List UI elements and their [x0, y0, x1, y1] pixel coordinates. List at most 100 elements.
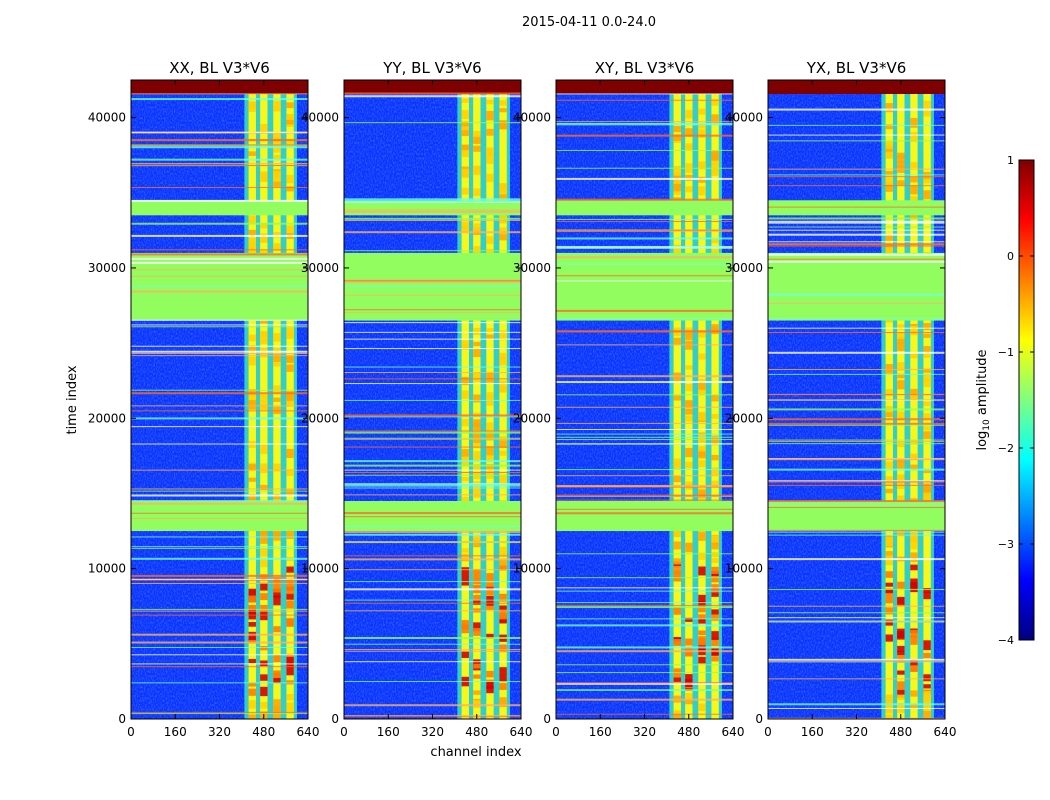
rfi-blob [273, 147, 281, 153]
interference-line [344, 681, 521, 683]
rfi-blob [461, 126, 469, 137]
rfi-blob [698, 164, 706, 170]
rfi-blob [685, 693, 693, 699]
y-tick-label: 20000 [88, 411, 126, 425]
interference-line [344, 231, 521, 234]
colorbar-tick-label: 0 [1007, 250, 1014, 263]
rfi-blob [499, 231, 507, 241]
colorbar-tick-label: −1 [998, 346, 1014, 359]
rfi-blob [910, 635, 918, 645]
rfi-blob [910, 582, 918, 593]
rfi-blob [711, 566, 719, 574]
rfi-blob [673, 135, 681, 141]
interference-line [344, 331, 521, 333]
rfi-blob [260, 701, 268, 709]
interference-line [556, 508, 733, 510]
rfi-blob [286, 174, 294, 184]
rfi-blob [486, 147, 494, 155]
rfi-blob [910, 439, 918, 445]
y-tick-label: 40000 [513, 111, 551, 125]
rfi-blob [499, 100, 507, 106]
rfi-blob [461, 121, 469, 127]
x-tick-label: 480 [465, 725, 488, 739]
interference-line [768, 484, 945, 486]
interference-line [131, 319, 308, 321]
interference-line [768, 221, 945, 224]
interference-line [131, 234, 308, 237]
interference-line [344, 526, 521, 528]
interference-line [768, 229, 945, 231]
interference-line [556, 280, 733, 282]
interference-line [131, 578, 308, 580]
x-tick-label: 480 [677, 725, 700, 739]
rfi-blob [273, 100, 281, 111]
rfi-blob [885, 555, 893, 566]
rfi-blob [486, 573, 494, 582]
x-tick-label: 640 [297, 725, 320, 739]
rfi-blob [461, 567, 469, 577]
rfi-blob [698, 460, 706, 468]
rfi-blob [486, 469, 494, 479]
rfi-blob [273, 711, 281, 719]
interference-line [556, 682, 733, 684]
rfi-blob [910, 659, 918, 667]
panel-title: YY, BL V3*V6 [382, 59, 481, 77]
rfi-blob [711, 455, 719, 461]
rfi-blob [473, 348, 481, 358]
rfi-blob [473, 431, 481, 439]
interference-line [768, 480, 945, 483]
rfi-blob [711, 540, 719, 550]
rfi-blob [923, 695, 931, 704]
x-tick-label: 320 [208, 725, 231, 739]
interference-line [344, 250, 521, 252]
rfi-blob [499, 124, 507, 130]
rfi-blob [897, 180, 905, 186]
interference-line [556, 604, 733, 606]
x-tick-label: 160 [589, 725, 612, 739]
rfi-channel-column [273, 94, 281, 719]
rfi-blob [698, 387, 706, 396]
rfi-channel-column [711, 94, 719, 719]
rfi-blob [711, 614, 719, 621]
interference-line [131, 163, 308, 165]
rfi-blob [260, 646, 268, 651]
rfi-blob [260, 611, 268, 621]
interference-line [768, 351, 945, 354]
rfi-blob [499, 672, 507, 682]
rfi-blob [698, 416, 706, 421]
rfi-blob [897, 645, 905, 652]
x-tick-label: 480 [252, 725, 275, 739]
interference-line [131, 500, 308, 502]
rfi-blob [273, 154, 281, 160]
interference-line [556, 512, 733, 515]
interference-line [768, 176, 945, 178]
interference-line [344, 602, 521, 604]
y-tick-label: 10000 [513, 562, 551, 576]
interference-line [131, 502, 308, 505]
rfi-blob [711, 324, 719, 335]
rfi-blob [885, 593, 893, 604]
rfi-blob [698, 186, 706, 196]
interference-line [556, 664, 733, 666]
interference-line [344, 348, 521, 350]
rfi-blob [286, 114, 294, 121]
rfi-blob [486, 596, 494, 601]
rfi-blob [698, 381, 706, 390]
interference-line [344, 309, 521, 311]
interference-line [131, 490, 308, 492]
interference-line [768, 678, 945, 680]
rfi-blob [461, 187, 469, 195]
rfi-blob [248, 700, 256, 709]
interference-line [344, 217, 521, 220]
interference-line [131, 517, 308, 519]
rfi-blob [897, 689, 905, 698]
rfi-blob [286, 225, 294, 234]
rfi-blob [685, 617, 693, 622]
interference-line [344, 366, 521, 368]
rfi-blob [273, 406, 281, 415]
rfi-blob [711, 154, 719, 161]
interference-line [768, 468, 945, 471]
interference-line [556, 394, 733, 396]
interference-line [556, 606, 733, 609]
